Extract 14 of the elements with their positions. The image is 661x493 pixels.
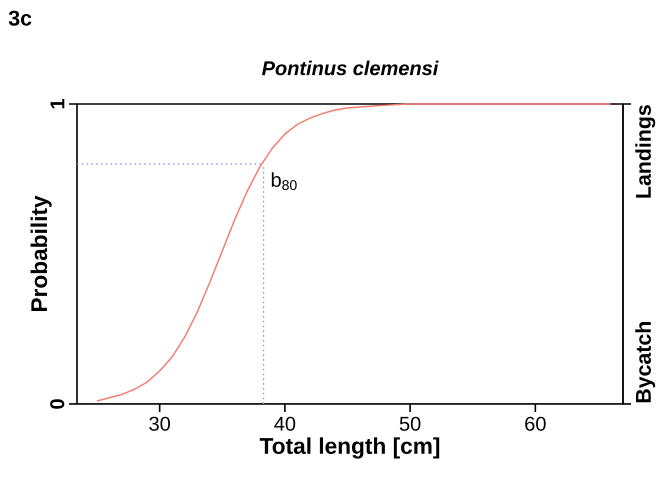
line-series bbox=[96, 103, 612, 402]
x-tick-label: 30 bbox=[149, 416, 170, 431]
text: Landings bbox=[635, 105, 656, 198]
x-tick-label: 60 bbox=[525, 416, 546, 431]
text: 3c bbox=[8, 10, 32, 26]
text: Bycatch bbox=[635, 322, 656, 402]
ref-line-label: b$_{80}$ bbox=[272, 172, 297, 190]
y-tick-label: 0 bbox=[50, 399, 64, 409]
x-tick-label: 50 bbox=[400, 416, 420, 431]
y-axis-title: Probability bbox=[30, 196, 52, 312]
x-tick-label: 40 bbox=[274, 416, 296, 431]
y-tick-label: 1 bbox=[50, 98, 64, 108]
chart-title: Pontinus clemensi bbox=[262, 60, 439, 76]
x-axis-title: Total length [cm] bbox=[260, 437, 440, 459]
